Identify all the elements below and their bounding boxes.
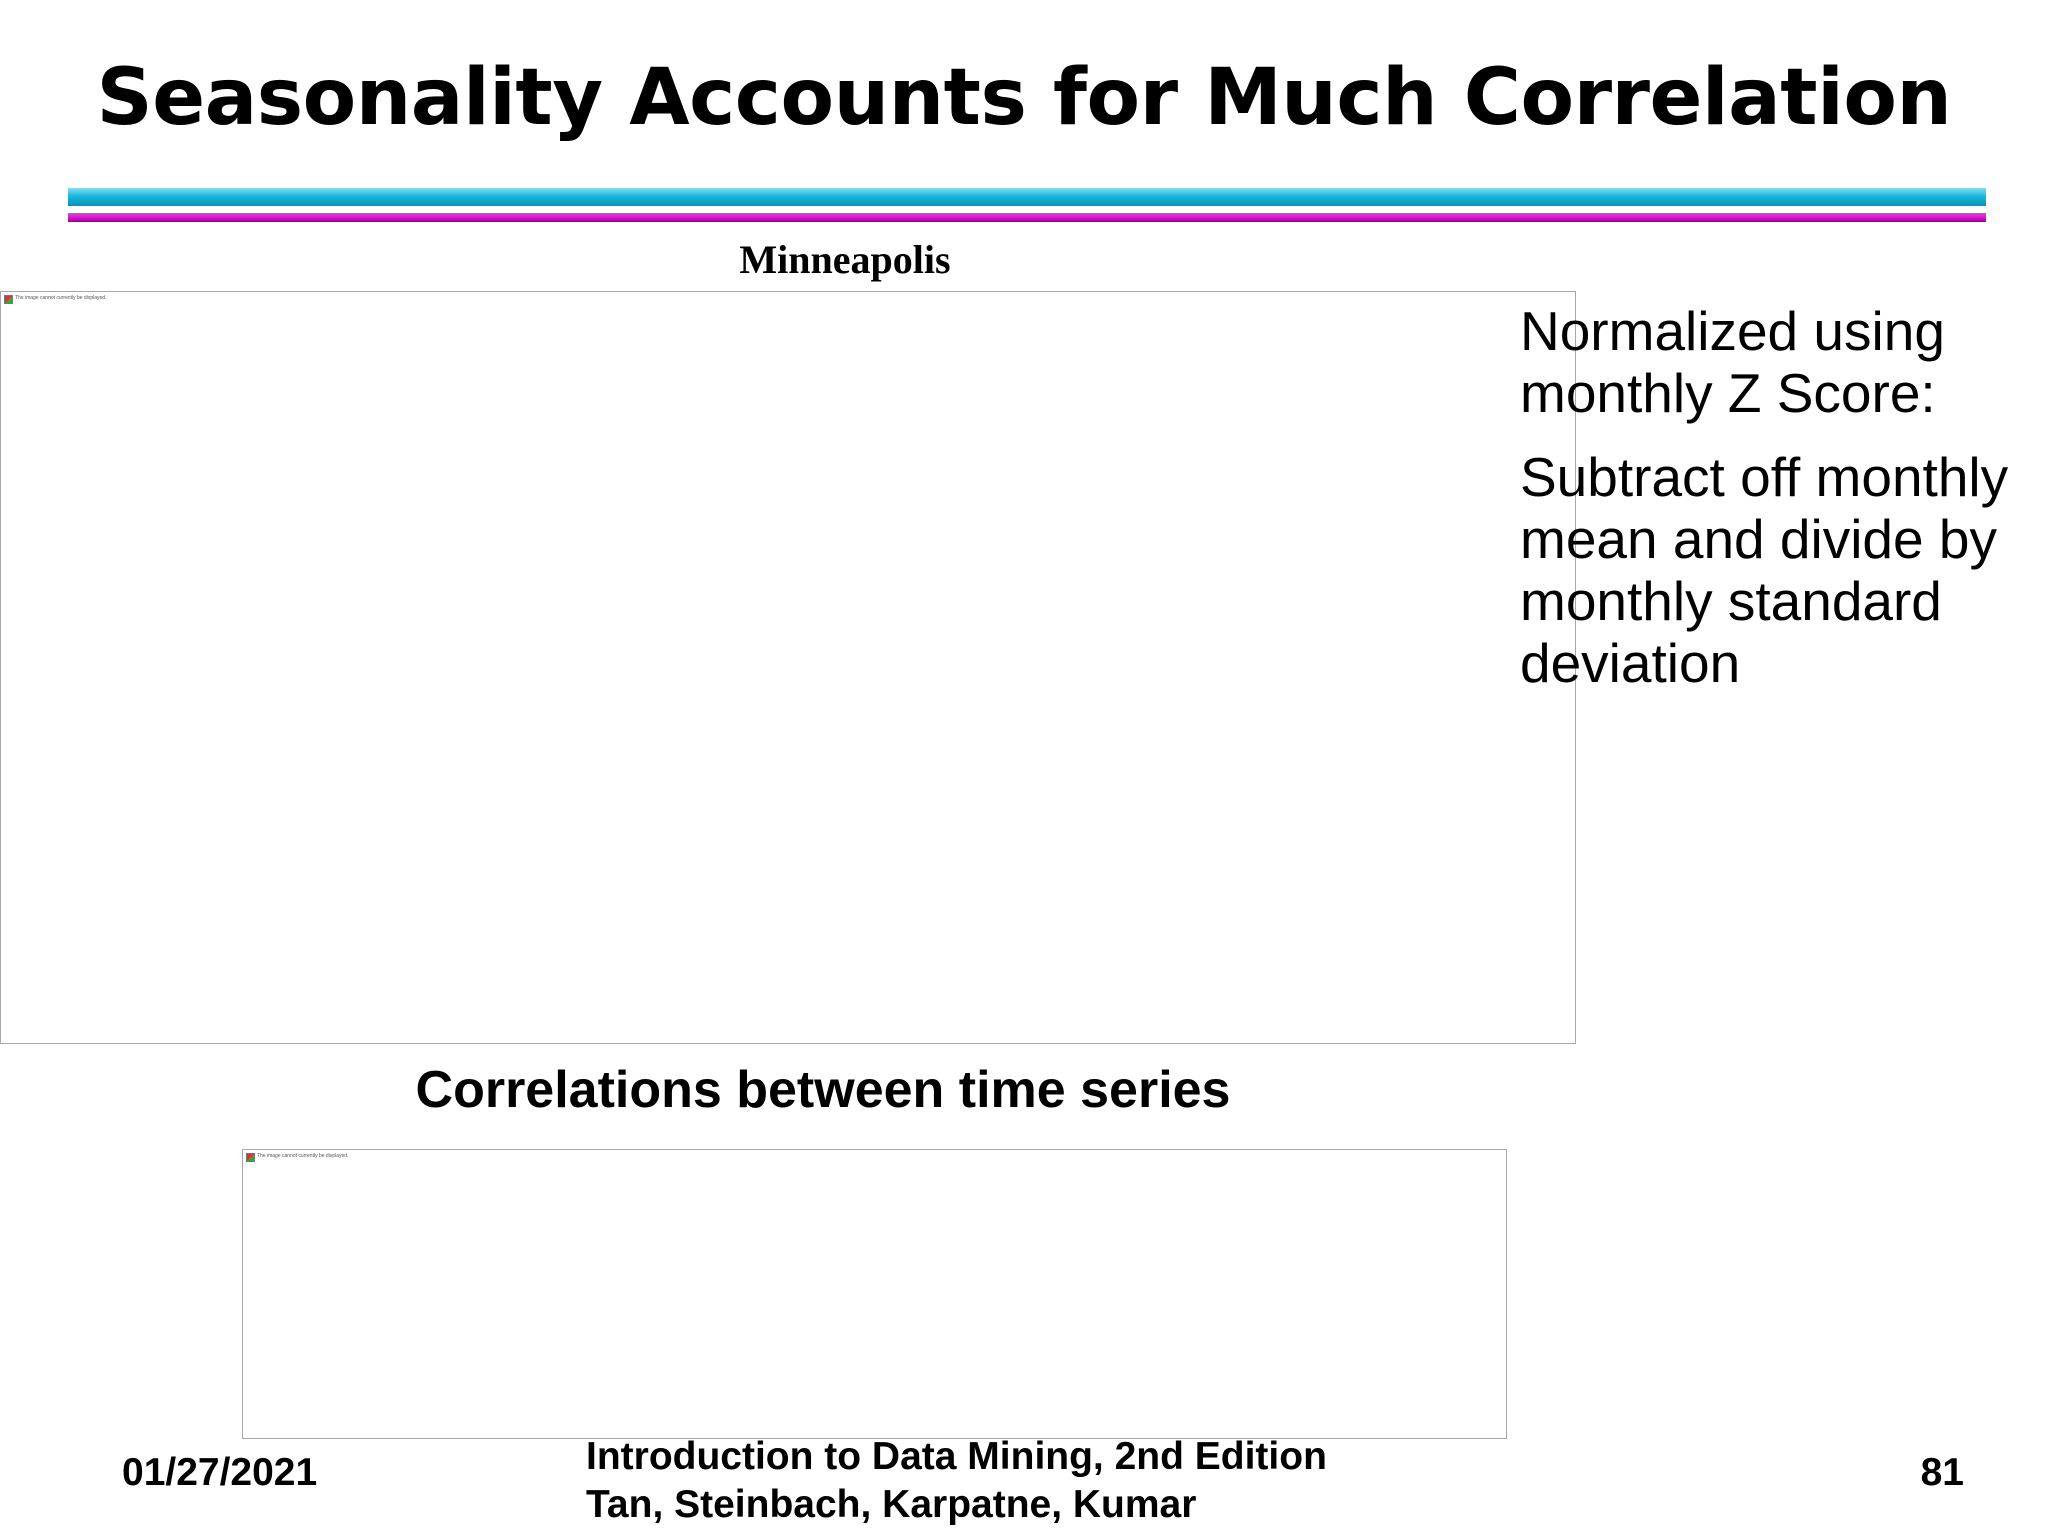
broken-image-text: The image cannot currently be displayed. <box>257 1153 349 1159</box>
chart-caption: Minneapolis <box>739 237 951 282</box>
title-divider-cyan <box>68 188 1986 206</box>
broken-image-icon <box>4 295 13 304</box>
side-note-normalized: Normalized using monthly Z Score: <box>1520 300 1945 424</box>
footer-book-title: Introduction to Data Mining, 2nd Edition <box>586 1435 1327 1478</box>
section-heading: Correlations between time series <box>415 1061 1231 1119</box>
top-image-placeholder: The image cannot currently be displayed. <box>0 291 1576 1044</box>
footer-date: 01/27/2021 <box>122 1451 318 1494</box>
footer-authors: Tan, Steinbach, Karpatne, Kumar <box>586 1483 1197 1526</box>
broken-image-text: The image cannot currently be displayed. <box>15 295 107 301</box>
broken-image-icon <box>246 1153 255 1162</box>
footer-book-info: Introduction to Data Mining, 2nd Edition… <box>586 1433 1327 1529</box>
side-notes: Normalized using monthly Z Score: Subtra… <box>1520 300 2040 716</box>
title-divider-magenta <box>68 213 1986 222</box>
bottom-image-placeholder: The image cannot currently be displayed. <box>242 1149 1507 1439</box>
page-number: 81 <box>1920 1451 1964 1494</box>
slide-title: Seasonality Accounts for Much Correlatio… <box>96 53 1952 143</box>
side-note-subtract: Subtract off monthly mean and divide by … <box>1520 446 2009 694</box>
